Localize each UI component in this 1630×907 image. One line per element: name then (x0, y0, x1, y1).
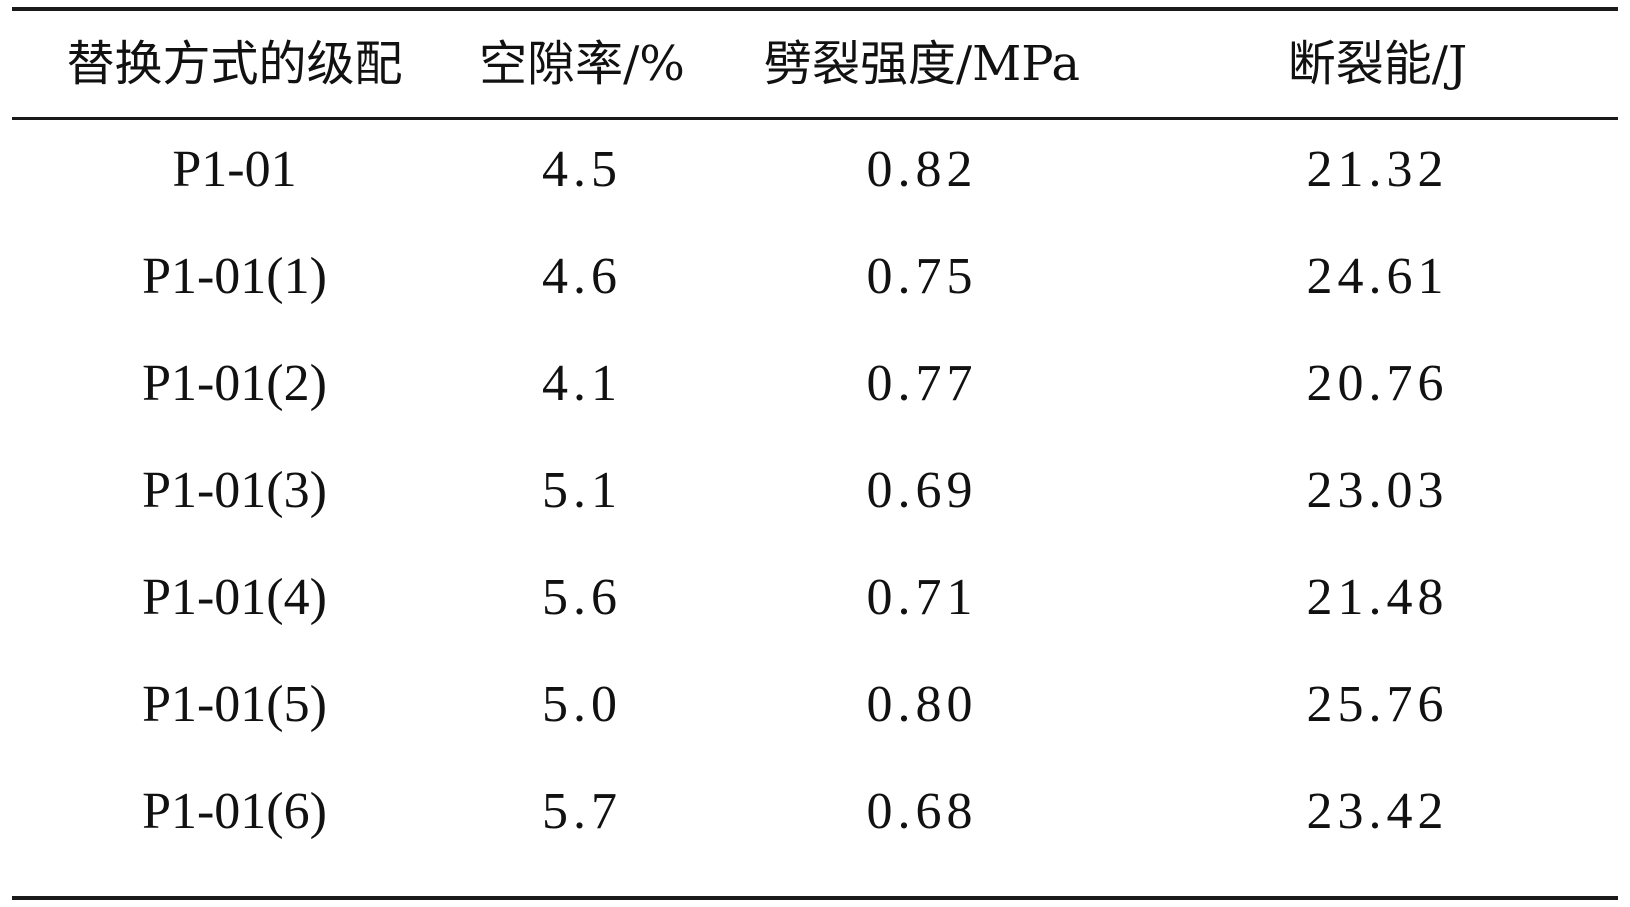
table-row: P1-01 4.5 0.82 21.32 (12, 116, 1618, 224)
cell-splitting-strength: 0.69 (866, 462, 978, 519)
table-row: P1-01(5) 5.0 0.80 25.76 (12, 651, 1618, 759)
table-row: P1-01(4) 5.6 0.71 21.48 (12, 544, 1618, 652)
table-row: P1-01(6) 5.7 0.68 23.42 (12, 758, 1618, 866)
cell-splitting-strength: 0.68 (866, 783, 978, 840)
cell-fracture-energy: 21.32 (1306, 141, 1449, 198)
header-rule (12, 117, 1618, 120)
cell-gradation: P1-01(4) (142, 569, 327, 626)
cell-void-ratio: 5.1 (542, 462, 622, 519)
cell-splitting-strength: 0.82 (866, 141, 978, 198)
cell-fracture-energy: 23.42 (1306, 783, 1449, 840)
bottom-rule (12, 896, 1618, 900)
cell-splitting-strength: 0.75 (866, 248, 978, 305)
cell-gradation: P1-01 (172, 141, 297, 198)
cell-fracture-energy: 25.76 (1306, 676, 1449, 733)
header-gradation-method: 替换方式的级配 (66, 36, 403, 92)
cell-splitting-strength: 0.71 (866, 569, 978, 626)
cell-fracture-energy: 24.61 (1306, 248, 1449, 305)
header-fracture-energy: 断裂能/J (1287, 36, 1468, 92)
top-rule (12, 7, 1618, 11)
cell-fracture-energy: 23.03 (1306, 462, 1449, 519)
cell-void-ratio: 5.0 (542, 676, 622, 733)
cell-gradation: P1-01(1) (142, 248, 327, 305)
cell-splitting-strength: 0.77 (866, 355, 978, 412)
cell-splitting-strength: 0.80 (866, 676, 978, 733)
cell-gradation: P1-01(6) (142, 783, 327, 840)
cell-void-ratio: 4.6 (542, 248, 622, 305)
data-table: 替换方式的级配 空隙率/% 劈裂强度/MPa 断裂能/J P1-01 4.5 0… (12, 0, 1618, 907)
header-splitting-strength: 劈裂强度/MPa (763, 36, 1081, 92)
cell-fracture-energy: 20.76 (1306, 355, 1449, 412)
table-row: P1-01(1) 4.6 0.75 24.61 (12, 223, 1618, 331)
cell-gradation: P1-01(2) (142, 355, 327, 412)
table-header-row: 替换方式的级配 空隙率/% 劈裂强度/MPa 断裂能/J (12, 10, 1618, 118)
cell-void-ratio: 4.1 (542, 355, 622, 412)
cell-void-ratio: 5.7 (542, 783, 622, 840)
header-void-ratio: 空隙率/% (479, 36, 685, 92)
cell-void-ratio: 5.6 (542, 569, 622, 626)
cell-void-ratio: 4.5 (542, 141, 622, 198)
cell-fracture-energy: 21.48 (1306, 569, 1449, 626)
table-row: P1-01(3) 5.1 0.69 23.03 (12, 437, 1618, 545)
cell-gradation: P1-01(3) (142, 462, 327, 519)
table-row: P1-01(2) 4.1 0.77 20.76 (12, 330, 1618, 438)
cell-gradation: P1-01(5) (142, 676, 327, 733)
